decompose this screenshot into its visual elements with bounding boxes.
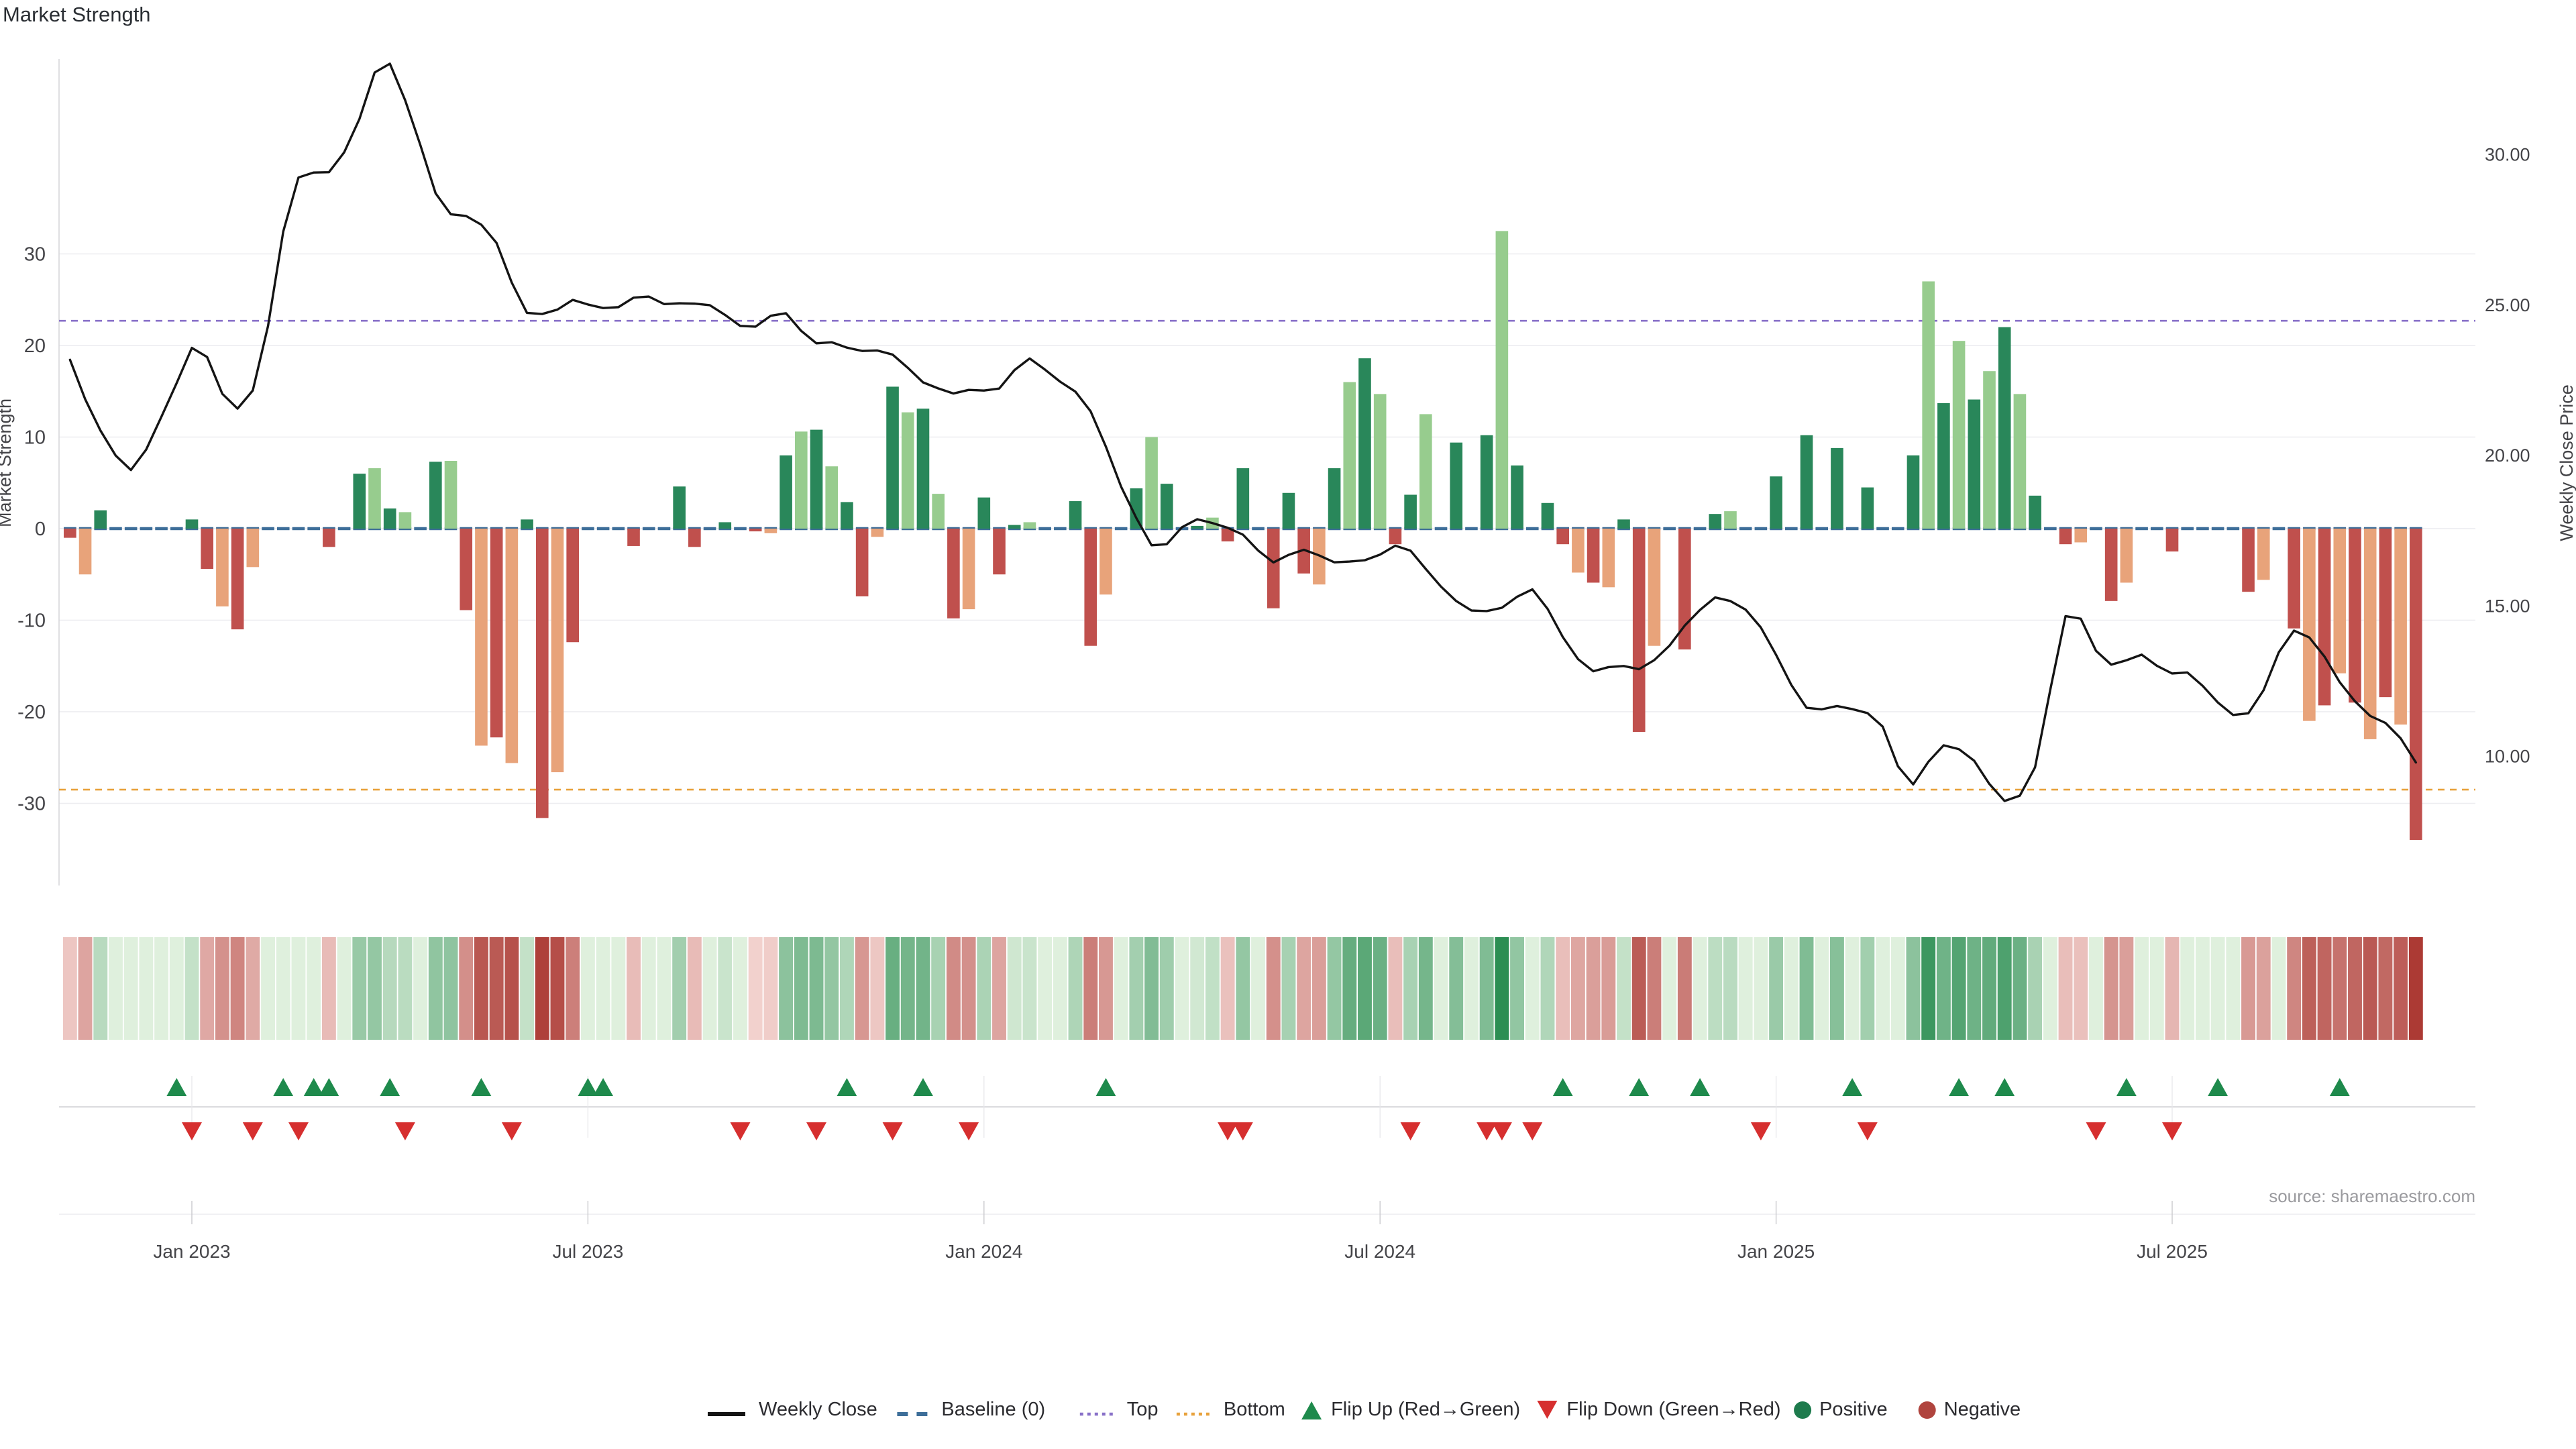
svg-text:Jan 2025: Jan 2025 [1737,1241,1815,1262]
svg-text:Jan 2023: Jan 2023 [153,1241,230,1262]
svg-text:source: sharemaestro.com: source: sharemaestro.com [2269,1186,2475,1206]
svg-text:10.00: 10.00 [2485,747,2530,767]
svg-text:10: 10 [24,427,46,449]
svg-text:Jul 2023: Jul 2023 [552,1241,623,1262]
svg-text:Weekly Close Price: Weekly Close Price [2557,384,2576,541]
svg-text:0: 0 [35,519,46,540]
svg-text:Market Strength: Market Strength [0,398,15,527]
svg-text:-30: -30 [17,794,46,815]
svg-text:-20: -20 [17,702,46,723]
svg-text:Baseline (0): Baseline (0) [941,1399,1045,1420]
svg-text:30.00: 30.00 [2485,145,2530,165]
svg-text:15.00: 15.00 [2485,596,2530,616]
svg-text:30: 30 [24,244,46,266]
svg-text:Jul 2025: Jul 2025 [2137,1241,2208,1262]
svg-text:Negative: Negative [1944,1399,2021,1420]
svg-text:Jul 2024: Jul 2024 [1344,1241,1415,1262]
svg-text:-10: -10 [17,610,46,632]
svg-text:20.00: 20.00 [2485,445,2530,466]
svg-text:Weekly Close: Weekly Close [759,1399,877,1420]
svg-text:20: 20 [24,335,46,357]
svg-text:Jan 2024: Jan 2024 [945,1241,1022,1262]
svg-text:Top: Top [1127,1399,1159,1420]
svg-text:25.00: 25.00 [2485,295,2530,315]
svg-text:Flip Up (Red→Green): Flip Up (Red→Green) [1331,1399,1520,1420]
svg-text:Positive: Positive [1819,1399,1888,1420]
svg-text:Bottom: Bottom [1224,1399,1285,1420]
svg-text:Market Strength: Market Strength [3,3,151,26]
svg-text:Flip Down (Green→Red): Flip Down (Green→Red) [1566,1399,1780,1420]
